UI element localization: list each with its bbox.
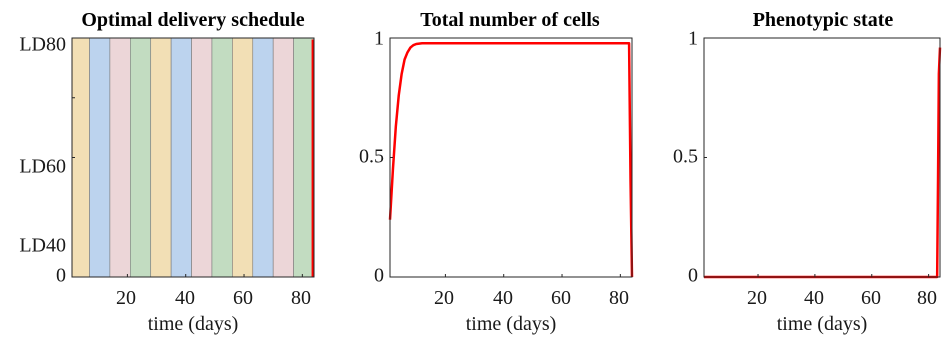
y-tick-label: 1 bbox=[374, 28, 384, 50]
schedule-band bbox=[191, 37, 213, 278]
x-tick-labels: 20 40 60 80 bbox=[434, 287, 629, 309]
x-tick-labels: 20 40 60 80 bbox=[116, 287, 311, 309]
y-tick-label: 0 bbox=[688, 265, 698, 287]
y-tick-labels: 0 0.5 1 bbox=[359, 28, 384, 287]
panel-total-cells: Total number of cells 0 0.5 1 20 40 60 8… bbox=[359, 9, 634, 335]
x-tick-label: 80 bbox=[609, 287, 629, 309]
x-axis-label: time (days) bbox=[466, 313, 557, 335]
x-tick-label: 60 bbox=[861, 287, 881, 309]
y-tick-labels: 0 LD40 LD60 LD80 bbox=[19, 34, 66, 287]
tick-marks bbox=[72, 37, 303, 278]
plot-frame bbox=[703, 37, 941, 278]
x-tick-label: 60 bbox=[551, 287, 571, 309]
x-tick-labels: 20 40 60 80 bbox=[747, 287, 937, 309]
x-tick-label: 20 bbox=[116, 287, 136, 309]
schedule-band bbox=[170, 37, 192, 278]
plot-frame bbox=[389, 37, 633, 278]
series-line bbox=[388, 42, 634, 278]
tick-marks bbox=[704, 37, 930, 278]
y-tick-label: 0.5 bbox=[359, 146, 384, 168]
schedule-band bbox=[150, 37, 172, 278]
x-tick-label: 80 bbox=[917, 287, 937, 309]
series-lines bbox=[704, 47, 942, 279]
x-tick-label: 20 bbox=[747, 287, 767, 309]
y-tick-label: LD80 bbox=[19, 34, 66, 56]
schedule-band bbox=[130, 37, 152, 278]
y-tick-label: LD40 bbox=[19, 235, 66, 257]
x-axis-label: time (days) bbox=[777, 313, 868, 335]
x-tick-label: 60 bbox=[233, 287, 253, 309]
y-tick-label: 0 bbox=[374, 265, 384, 287]
series-lines bbox=[388, 42, 634, 278]
series-line bbox=[704, 47, 942, 279]
y-tick-label: LD60 bbox=[19, 156, 66, 178]
schedule-band bbox=[211, 37, 233, 278]
chart-title: Total number of cells bbox=[420, 9, 600, 31]
schedule-band bbox=[109, 37, 131, 278]
panel-phenotypic-state: Phenotypic state 0 0.5 1 20 40 60 80 tim… bbox=[673, 9, 942, 335]
x-tick-label: 80 bbox=[291, 287, 311, 309]
schedule-band bbox=[232, 37, 254, 278]
y-tick-label: 0.5 bbox=[673, 146, 698, 168]
chart-title: Phenotypic state bbox=[753, 9, 894, 31]
schedule-band bbox=[252, 37, 274, 278]
schedule-band bbox=[89, 37, 111, 278]
x-tick-label: 40 bbox=[175, 287, 195, 309]
x-axis-label: time (days) bbox=[148, 313, 239, 335]
schedule-bands bbox=[71, 37, 315, 278]
y-tick-label: 1 bbox=[688, 28, 698, 50]
schedule-band bbox=[293, 37, 315, 278]
y-tick-labels: 0 0.5 1 bbox=[673, 28, 698, 287]
x-tick-label: 40 bbox=[493, 287, 513, 309]
chart-title: Optimal delivery schedule bbox=[81, 9, 304, 31]
y-tick-label: 0 bbox=[56, 265, 66, 287]
schedule-band bbox=[272, 37, 294, 278]
x-tick-label: 20 bbox=[434, 287, 454, 309]
panel-delivery-schedule: Optimal delivery schedule 0 LD40 LD60 LD… bbox=[19, 9, 315, 335]
tick-marks bbox=[390, 37, 621, 278]
x-tick-label: 40 bbox=[804, 287, 824, 309]
